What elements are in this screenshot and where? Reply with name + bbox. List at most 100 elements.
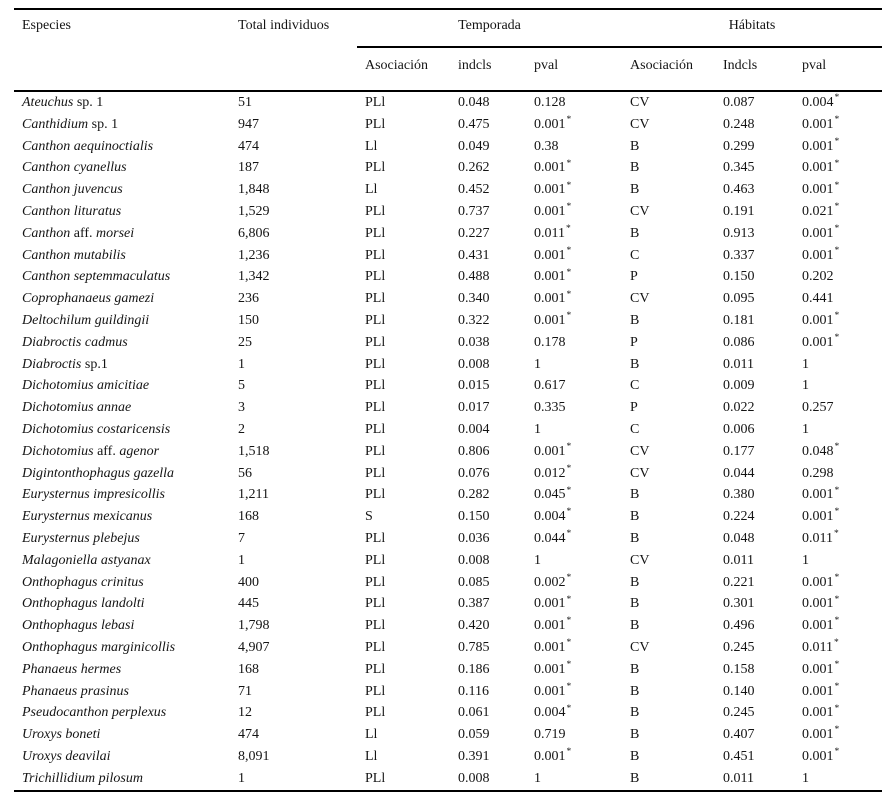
- habitats-pval-value: 0.001: [802, 683, 834, 699]
- species-name: Phanaeus hermes: [22, 661, 122, 677]
- temporada-pval-cell: 0.001*: [526, 310, 622, 332]
- table-row: Onthophagus marginicollis 4,907 PLl 0.78…: [14, 637, 882, 659]
- temporada-pval-value: 0.001: [534, 116, 566, 132]
- column-header-temporada-indcls: indcls: [458, 58, 492, 73]
- habitats-asociacion-cell: CV: [630, 443, 650, 459]
- table-row: Onthophagus lebasi 1,798 PLl 0.420 0.001…: [14, 615, 882, 637]
- table-row: Uroxys deavilai 8,091 Ll 0.391 0.001* B …: [14, 746, 882, 768]
- habitats-pval-cell: 0.001*: [794, 681, 882, 703]
- habitats-indcls-cell: 0.181: [723, 312, 755, 328]
- habitats-pval-value: 1: [802, 552, 810, 568]
- temporada-asociacion-cell: PLl: [365, 400, 386, 416]
- habitats-indcls-cell: 0.245: [723, 705, 755, 721]
- habitats-asociacion-cell: B: [630, 530, 640, 546]
- temporada-significance-asterisk: *: [566, 289, 572, 300]
- habitats-indcls-cell: 0.177: [723, 443, 755, 459]
- total-individuals-cell: 56: [238, 465, 252, 481]
- temporada-asociacion-cell: PLl: [365, 269, 386, 285]
- habitats-pval-cell: 0.004*: [794, 91, 882, 114]
- species-name: Deltochilum guildingii: [22, 312, 150, 328]
- habitats-pval-cell: 1: [794, 550, 882, 572]
- total-individuals-cell: 1,211: [238, 487, 269, 503]
- temporada-indcls-cell: 0.038: [458, 334, 490, 350]
- temporada-indcls-cell: 0.387: [458, 596, 490, 612]
- species-name: Dichotomius aff. agenor: [22, 443, 160, 459]
- species-cell: Canthon cyanellus: [14, 157, 230, 179]
- table-row: Uroxys boneti 474 Ll 0.059 0.719 B 0.407…: [14, 724, 882, 746]
- habitats-indcls-cell: 0.913: [723, 225, 755, 241]
- habitats-indcls-cell: 0.191: [723, 203, 755, 219]
- temporada-asociacion-cell: Ll: [365, 182, 378, 198]
- indicator-species-table: Especies Total individuos Temporada Hábi…: [14, 8, 883, 792]
- temporada-indcls-cell: 0.475: [458, 116, 490, 132]
- habitats-pval-value: 0.001: [802, 160, 834, 176]
- species-name: Coprophanaeus gamezi: [22, 291, 155, 307]
- table-row: Digintonthophagus gazella 56 PLl 0.076 0…: [14, 463, 882, 485]
- temporada-pval-value: 0.012: [534, 465, 566, 481]
- species-name: Diabroctis cadmus: [22, 334, 128, 350]
- temporada-pval-cell: 0.001*: [526, 114, 622, 136]
- habitats-pval-value: 0.001: [802, 138, 834, 154]
- species-cell: Phanaeus prasinus: [14, 681, 230, 703]
- species-name: Onthophagus crinitus: [22, 574, 144, 590]
- habitats-asociacion-cell: B: [630, 182, 640, 198]
- habitats-indcls-cell: 0.463: [723, 182, 755, 198]
- habitats-asociacion-cell: CV: [630, 639, 650, 655]
- habitats-indcls-cell: 0.011: [723, 356, 754, 372]
- habitats-asociacion-cell: P: [630, 334, 638, 350]
- temporada-pval-value: 0.617: [534, 378, 566, 394]
- temporada-indcls-cell: 0.420: [458, 618, 490, 634]
- habitats-significance-asterisk: *: [834, 747, 840, 758]
- habitats-pval-cell: 0.001*: [794, 114, 882, 136]
- species-name: Onthophagus marginicollis: [22, 639, 176, 655]
- temporada-pval-value: 0.001: [534, 596, 566, 612]
- total-individuals-cell: 474: [238, 727, 259, 743]
- temporada-pval-cell: 0.001*: [526, 746, 622, 768]
- habitats-pval-cell: 0.001*: [794, 179, 882, 201]
- habitats-pval-cell: 0.001*: [794, 659, 882, 681]
- temporada-pval-cell: 0.001*: [526, 681, 622, 703]
- species-name: Canthon lituratus: [22, 203, 122, 219]
- temporada-pval-cell: 0.001*: [526, 201, 622, 223]
- habitats-indcls-cell: 0.086: [723, 334, 755, 350]
- temporada-pval-value: 0.001: [534, 748, 566, 764]
- species-name: Canthidium sp. 1: [22, 116, 119, 132]
- species-cell: Canthon aequinoctialis: [14, 136, 230, 158]
- temporada-significance-asterisk: *: [566, 638, 572, 649]
- temporada-asociacion-cell: PLl: [365, 683, 386, 699]
- temporada-asociacion-cell: PLl: [365, 661, 386, 677]
- habitats-indcls-cell: 0.011: [723, 770, 754, 786]
- habitats-asociacion-cell: C: [630, 378, 640, 394]
- temporada-pval-cell: 0.045*: [526, 484, 622, 506]
- habitats-significance-asterisk: *: [834, 507, 840, 518]
- habitats-significance-asterisk: *: [834, 485, 840, 496]
- species-cell: Phanaeus hermes: [14, 659, 230, 681]
- habitats-significance-asterisk: *: [834, 93, 840, 104]
- temporada-pval-value: 1: [534, 356, 541, 372]
- habitats-significance-asterisk: *: [834, 202, 840, 213]
- habitats-indcls-cell: 0.158: [723, 661, 755, 677]
- temporada-pval-cell: 1: [526, 354, 622, 376]
- species-name: Eurysternus mexicanus: [22, 509, 153, 525]
- temporada-asociacion-cell: Ll: [365, 727, 378, 743]
- habitats-asociacion-cell: C: [630, 247, 640, 263]
- total-individuals-cell: 51: [238, 95, 252, 110]
- habitats-pval-cell: 0.011*: [794, 637, 882, 659]
- temporada-indcls-cell: 0.015: [458, 378, 490, 394]
- habitats-pval-cell: 0.001*: [794, 157, 882, 179]
- species-name: Malagoniella astyanax: [22, 552, 151, 568]
- species-cell: Trichillidium pilosum: [14, 768, 230, 791]
- species-name: Canthon juvencus: [22, 182, 123, 198]
- temporada-asociacion-cell: PLl: [365, 225, 386, 241]
- temporada-indcls-cell: 0.452: [458, 182, 490, 198]
- habitats-pval-value: 0.011: [802, 639, 833, 655]
- habitats-asociacion-cell: P: [630, 269, 638, 285]
- habitats-indcls-cell: 0.248: [723, 116, 755, 132]
- temporada-pval-cell: 0.001*: [526, 288, 622, 310]
- temporada-pval-value: 0.044: [534, 530, 566, 546]
- table-row: Diabroctis sp.1 1 PLl 0.008 1 B 0.011 1: [14, 354, 882, 376]
- species-name: Onthophagus landolti: [22, 596, 145, 612]
- total-individuals-cell: 187: [238, 160, 259, 176]
- temporada-pval-value: 0.002: [534, 574, 566, 590]
- total-individuals-cell: 168: [238, 509, 259, 525]
